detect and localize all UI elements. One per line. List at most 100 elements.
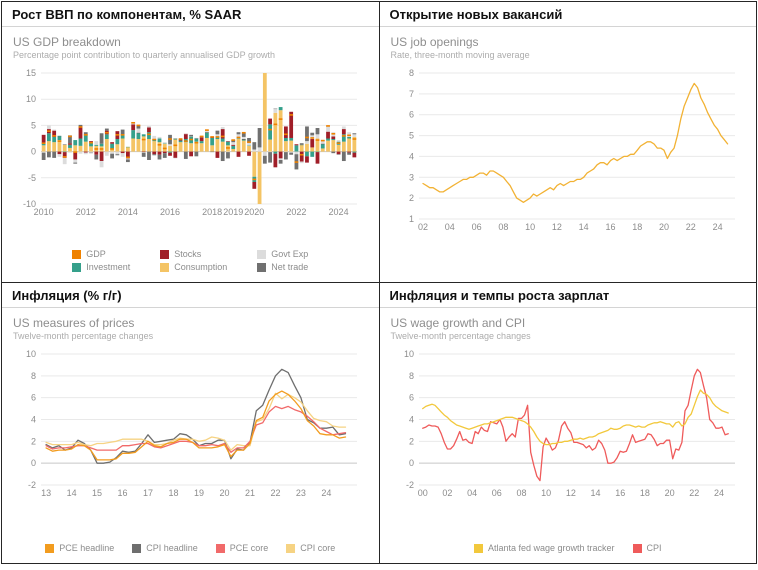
panel-title: Рост ВВП по компонентам, % SAAR <box>2 2 379 27</box>
svg-text:12: 12 <box>565 488 575 498</box>
svg-text:2020: 2020 <box>244 207 264 217</box>
svg-text:10: 10 <box>525 222 535 232</box>
legend-swatch-icon <box>633 544 642 553</box>
svg-text:1: 1 <box>408 214 413 224</box>
svg-text:8: 8 <box>31 371 36 381</box>
panel-title: Открытие новых вакансий <box>380 2 757 27</box>
svg-text:10: 10 <box>541 488 551 498</box>
svg-text:24: 24 <box>713 488 723 498</box>
legend-item: PCE core <box>216 543 269 553</box>
legend-label: CPI <box>647 543 662 553</box>
chart-subtitle: US wage growth and CPI <box>391 316 746 330</box>
svg-text:06: 06 <box>491 488 501 498</box>
svg-text:24: 24 <box>712 222 722 232</box>
svg-text:-2: -2 <box>28 480 36 490</box>
legend-swatch-icon <box>474 544 483 553</box>
panel-inflation: Инфляция (% г/г) US measures of prices T… <box>2 283 379 563</box>
panel-wages-cpi: Инфляция и темпы роста зарплат US wage g… <box>380 283 757 563</box>
svg-text:15: 15 <box>92 488 102 498</box>
svg-text:6: 6 <box>408 393 413 403</box>
svg-text:20: 20 <box>219 488 229 498</box>
svg-text:2012: 2012 <box>76 207 96 217</box>
legend-item: CPI headline <box>132 543 198 553</box>
svg-text:0: 0 <box>408 458 413 468</box>
panel-body: US GDP breakdown Percentage point contri… <box>2 27 379 282</box>
legend-label: PCE core <box>230 543 269 553</box>
legend-item: Investment <box>72 262 130 272</box>
svg-text:17: 17 <box>143 488 153 498</box>
legend-label: Atlanta fed wage growth tracker <box>488 543 615 553</box>
legend-label: CPI core <box>300 543 335 553</box>
svg-text:19: 19 <box>194 488 204 498</box>
svg-text:7: 7 <box>408 89 413 99</box>
svg-text:22: 22 <box>689 488 699 498</box>
chart-note: Twelve-month percentage changes <box>13 331 368 341</box>
chart-note: Percentage point contribution to quarter… <box>13 50 368 60</box>
svg-text:8: 8 <box>408 68 413 78</box>
svg-text:2019: 2019 <box>223 207 243 217</box>
svg-text:16: 16 <box>605 222 615 232</box>
legend-swatch-icon <box>132 544 141 553</box>
legend-label: Stocks <box>174 249 201 259</box>
legend-label: Investment <box>86 262 130 272</box>
panel-gdp-components: Рост ВВП по компонентам, % SAAR US GDP b… <box>2 2 379 282</box>
svg-text:22: 22 <box>270 488 280 498</box>
svg-text:14: 14 <box>578 222 588 232</box>
legend-swatch-icon <box>286 544 295 553</box>
chart-legend: GDP Stocks Govt Exp Investment Consumption Ne… <box>13 249 368 276</box>
svg-text:15: 15 <box>26 68 36 78</box>
legend-swatch-icon <box>160 250 169 259</box>
svg-text:8: 8 <box>408 371 413 381</box>
svg-text:2016: 2016 <box>160 207 180 217</box>
svg-text:2: 2 <box>408 193 413 203</box>
svg-text:0: 0 <box>31 147 36 157</box>
legend-item: Stocks <box>160 249 227 259</box>
svg-text:00: 00 <box>417 488 427 498</box>
svg-text:4: 4 <box>408 151 413 161</box>
svg-text:02: 02 <box>442 488 452 498</box>
legend-item: Consumption <box>160 262 227 272</box>
svg-text:18: 18 <box>169 488 179 498</box>
legend-item: PCE headline <box>45 543 114 553</box>
legend-label: Consumption <box>174 262 227 272</box>
svg-text:04: 04 <box>444 222 454 232</box>
chart-subtitle: US measures of prices <box>13 316 368 330</box>
svg-text:12: 12 <box>551 222 561 232</box>
legend-item: GDP <box>72 249 130 259</box>
svg-text:10: 10 <box>26 349 36 359</box>
svg-text:2024: 2024 <box>329 207 349 217</box>
svg-text:04: 04 <box>467 488 477 498</box>
panel-body: US job openings Rate, three-month moving… <box>380 27 757 282</box>
svg-text:16: 16 <box>615 488 625 498</box>
legend-swatch-icon <box>72 263 81 272</box>
legend-swatch-icon <box>257 250 266 259</box>
chart-subtitle: US GDP breakdown <box>13 35 368 49</box>
svg-text:-5: -5 <box>28 173 36 183</box>
legend-swatch-icon <box>216 544 225 553</box>
legend-swatch-icon <box>160 263 169 272</box>
svg-text:10: 10 <box>26 94 36 104</box>
chart-legend: Atlanta fed wage growth tracker CPI <box>391 543 746 557</box>
svg-text:5: 5 <box>31 120 36 130</box>
legend-label: CPI headline <box>146 543 198 553</box>
svg-text:-2: -2 <box>405 480 413 490</box>
svg-text:02: 02 <box>418 222 428 232</box>
legend-swatch-icon <box>257 263 266 272</box>
chart-legend: PCE headline CPI headline PCE core CPI core <box>13 543 368 557</box>
svg-text:13: 13 <box>41 488 51 498</box>
legend-item: Atlanta fed wage growth tracker <box>474 543 615 553</box>
svg-text:21: 21 <box>245 488 255 498</box>
svg-text:06: 06 <box>471 222 481 232</box>
svg-text:16: 16 <box>118 488 128 498</box>
svg-text:0: 0 <box>31 458 36 468</box>
legend-label: Govt Exp <box>271 249 308 259</box>
legend-label: Net trade <box>271 262 308 272</box>
svg-text:2022: 2022 <box>286 207 306 217</box>
chart-note: Rate, three-month moving average <box>391 50 746 60</box>
svg-text:24: 24 <box>321 488 331 498</box>
svg-text:18: 18 <box>632 222 642 232</box>
